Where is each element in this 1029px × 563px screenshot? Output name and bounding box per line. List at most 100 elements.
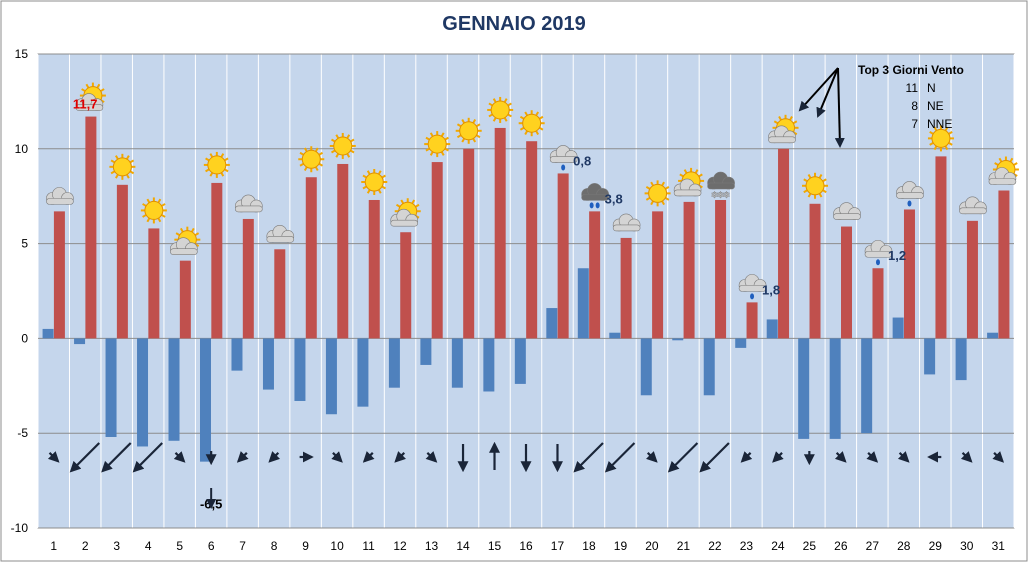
wind-arrow-sw <box>394 451 406 463</box>
sun-icon-part <box>524 130 529 135</box>
sun-cloud-icon-part <box>673 189 702 197</box>
storm-icon <box>581 183 609 209</box>
bar-max-temp <box>809 203 821 339</box>
sun-cloud-icon-part <box>96 83 101 89</box>
bar-min-temp <box>672 338 684 341</box>
sun-icon-part <box>650 200 654 206</box>
sun-icon-part <box>209 153 214 158</box>
storm-icon-part <box>589 202 594 209</box>
sun-cloud-icon-part <box>998 157 1003 163</box>
sun-cloud-icon-part <box>768 136 796 144</box>
sun-icon-part <box>301 149 321 169</box>
x-tick-label: 7 <box>239 539 246 553</box>
sun-icon-part <box>331 138 336 143</box>
sun-icon-part <box>331 149 336 154</box>
sun-cloud-icon <box>673 167 705 197</box>
sun-icon-part <box>303 166 308 171</box>
sun-icon-part <box>350 138 355 143</box>
bar-min-temp <box>546 308 558 339</box>
sun-cloud-icon-part <box>792 120 798 125</box>
x-tick-label: 30 <box>960 539 974 553</box>
sun-icon-part <box>205 157 210 162</box>
cloud-icon-part <box>46 187 74 205</box>
value-label: 1,2 <box>888 248 906 263</box>
sun-icon-part <box>519 126 525 131</box>
x-tick-label: 25 <box>803 539 817 553</box>
sun-cloud-icon-part <box>100 88 105 92</box>
wind-arrow-sw <box>101 442 132 473</box>
cloud-icon-part <box>959 196 987 215</box>
sun-icon-part <box>112 157 132 177</box>
sun-icon-part <box>146 217 151 223</box>
sun-icon-part <box>461 138 466 143</box>
sun-icon-part <box>207 155 227 175</box>
sun-icon-part <box>492 117 497 122</box>
rain-icon-part <box>875 259 880 266</box>
sun-icon-part <box>299 151 304 156</box>
cloud-icon-part <box>833 213 861 220</box>
sun-icon-part <box>335 134 340 139</box>
sun-icon-part <box>948 131 953 135</box>
annotation-arrow-3 <box>834 67 845 148</box>
x-tick-label: 14 <box>456 539 470 553</box>
bar-max-temp <box>431 162 443 339</box>
cloud-icon <box>235 194 263 213</box>
bar-max-temp <box>337 163 349 339</box>
sun-icon-part <box>456 123 462 128</box>
sun-icon-part <box>822 178 827 183</box>
x-tick-label: 1 <box>50 539 57 553</box>
sun-icon-part <box>461 119 466 124</box>
sun-icon-part <box>205 168 210 173</box>
sun-icon-part <box>472 138 477 143</box>
sun-cloud-icon <box>768 114 799 144</box>
sun-icon-part <box>807 174 812 179</box>
wind-arrow-sw <box>699 442 730 473</box>
bar-max-temp <box>589 211 601 339</box>
sun-icon-part <box>519 115 525 120</box>
wind-arrow-sw <box>772 451 784 463</box>
sun-icon-part <box>110 159 116 164</box>
bar-max-temp <box>179 260 191 339</box>
bar-min-temp <box>74 338 86 345</box>
wind-arrow-sw <box>132 442 163 473</box>
bar-max-temp <box>400 232 412 339</box>
sun-icon <box>203 151 230 178</box>
bar-min-temp <box>987 332 999 339</box>
sun-icon <box>644 180 671 207</box>
bar-min-temp <box>105 338 117 437</box>
bar-max-temp <box>841 226 853 339</box>
cloud-icon <box>833 202 861 220</box>
wind-arrow-sw <box>69 442 101 473</box>
sun-icon-part <box>503 98 508 103</box>
cloud-icon-part <box>235 205 263 213</box>
rain-icon-part <box>907 200 912 207</box>
x-tick-label: 22 <box>708 539 722 553</box>
sun-icon-part <box>366 189 371 194</box>
value-label: 11,7 <box>73 97 98 112</box>
sun-cloud-icon-part <box>194 232 200 237</box>
wind-arrow-sw <box>362 451 375 463</box>
rain-icon-part <box>738 274 767 292</box>
snow-icon-part: ❄ <box>711 190 719 200</box>
cloud-icon-part <box>612 213 641 232</box>
sun-cloud-icon-part <box>988 167 1017 185</box>
bar-max-temp <box>620 237 632 339</box>
x-tick-label: 15 <box>488 539 502 553</box>
annotation-arrow-2 <box>816 67 839 118</box>
sun-icon-part <box>488 102 493 107</box>
x-tick-label: 9 <box>302 539 309 553</box>
y-tick-label: 10 <box>15 142 29 156</box>
sun-icon-part <box>381 185 387 190</box>
bar-max-temp <box>116 184 128 339</box>
sun-icon-part <box>157 217 162 223</box>
wind-arrow-se <box>960 451 973 463</box>
sun-cloud-icon-part <box>390 208 419 227</box>
sun-icon-part <box>538 115 544 120</box>
wind-arrow-se <box>331 451 343 463</box>
x-tick-label: 4 <box>145 539 152 553</box>
sun-icon-part <box>157 198 162 204</box>
sun-icon-part <box>209 172 214 177</box>
x-tick-label: 5 <box>176 539 183 553</box>
sun-icon-part <box>803 189 808 194</box>
